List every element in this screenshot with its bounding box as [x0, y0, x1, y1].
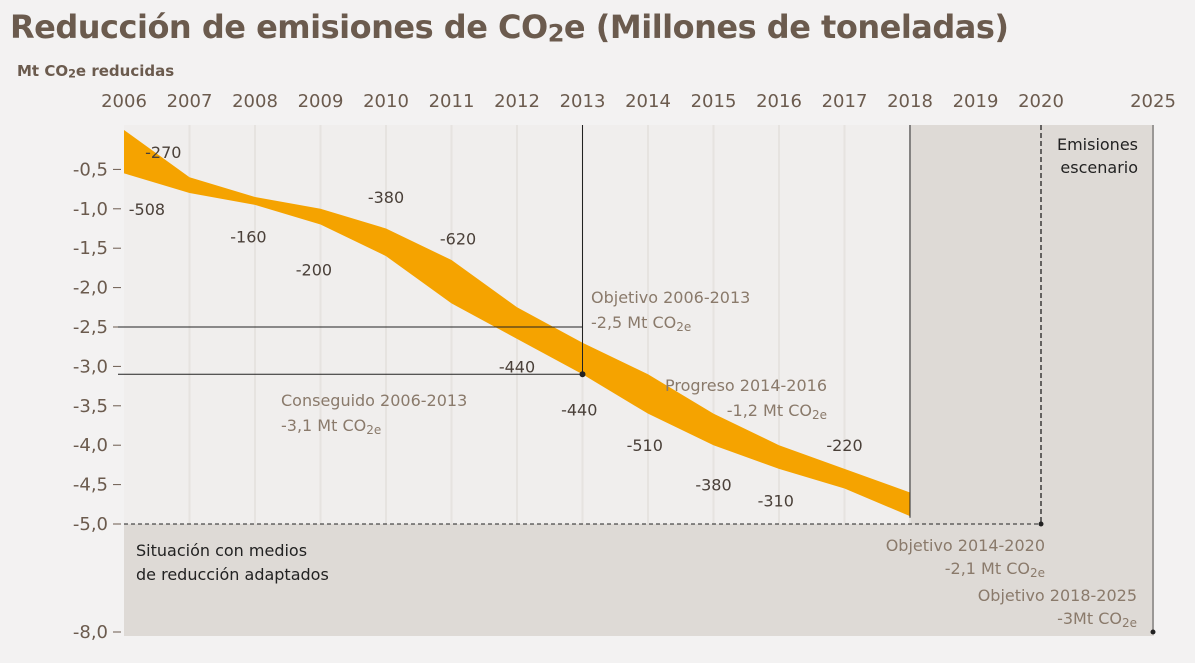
x-tick-label: 2007: [167, 91, 213, 112]
annotation-objetivo-2013-title: Objetivo 2006-2013: [591, 288, 750, 307]
annotation-progreso-title: Progreso 2014-2016: [665, 376, 827, 395]
y-tick-label: -3,5: [73, 396, 108, 417]
x-tick-label: 2009: [298, 91, 344, 112]
x-tick-label: 2014: [625, 91, 671, 112]
shaded-adapted-area: [124, 524, 1154, 636]
annotation-objetivo-2025-value: -3Mt CO2e: [1057, 609, 1137, 630]
annotation-escenario-line1: Emisiones: [1057, 135, 1138, 154]
x-tick-label: 2025: [1130, 91, 1176, 112]
conseguido-2013-dot: [579, 371, 586, 378]
y-axis-unit-label: Mt CO2e reducidas: [17, 62, 175, 81]
x-tick-label: 2011: [429, 91, 475, 112]
y-tick-label: -2,0: [73, 278, 108, 299]
delta-label: -380: [368, 188, 404, 207]
annotation-conseguido-title: Conseguido 2006-2013: [281, 391, 467, 410]
reduction-band: [124, 130, 910, 517]
delta-label: -508: [129, 200, 165, 219]
x-tick-label: 2020: [1018, 91, 1064, 112]
annotation-objetivo-2020-value: -2,1 Mt CO2e: [945, 559, 1045, 580]
chart-title: Reducción de emisiones de CO2e (Millones…: [10, 8, 1009, 48]
x-tick-label: 2010: [363, 91, 409, 112]
annotation-escenario-line2: escenario: [1060, 158, 1138, 177]
y-tick-label: -1,5: [73, 238, 108, 259]
y-tick-label: -3,0: [73, 356, 108, 377]
x-tick-label: 2012: [494, 91, 540, 112]
delta-label: -270: [145, 143, 181, 162]
delta-label: -160: [230, 227, 266, 246]
delta-label: -440: [561, 401, 597, 420]
x-tick-label: 2015: [691, 91, 737, 112]
objetivo-2025-dot: [1150, 629, 1156, 635]
objetivo-2020-dot: [1038, 521, 1044, 527]
annotation-situacion-line1: Situación con medios: [136, 541, 307, 560]
annotation-situacion-line2: de reducción adaptados: [136, 565, 329, 584]
y-tick-label: -1,0: [73, 199, 108, 220]
annotation-objetivo-2020-title: Objetivo 2014-2020: [886, 536, 1045, 555]
delta-label: -380: [695, 476, 731, 495]
annotation-objetivo-2013-value: -2,5 Mt CO2e: [591, 313, 691, 334]
x-tick-label: 2013: [560, 91, 606, 112]
y-tick-label: -4,0: [73, 435, 108, 456]
delta-label: -510: [627, 436, 663, 455]
delta-label: -440: [499, 357, 535, 376]
delta-label: -200: [296, 260, 332, 279]
x-tick-label: 2016: [756, 91, 802, 112]
delta-label: -220: [826, 436, 862, 455]
x-tick-label: 2017: [822, 91, 868, 112]
x-tick-label: 2018: [887, 91, 933, 112]
shaded-scenario-area: [909, 125, 1154, 524]
y-tick-label: -2,5: [73, 317, 108, 338]
x-tick-label: 2008: [232, 91, 278, 112]
y-tick-label: -4,5: [73, 475, 108, 496]
y-tick-label: -8,0: [73, 622, 108, 643]
annotation-progreso-value: -1,2 Mt CO2e: [727, 401, 827, 422]
annotation-conseguido-value: -3,1 Mt CO2e: [281, 416, 381, 437]
x-tick-label: 2019: [953, 91, 999, 112]
annotation-objetivo-2025-title: Objetivo 2018-2025: [978, 586, 1137, 605]
x-tick-label: 2006: [101, 91, 147, 112]
delta-label: -620: [440, 230, 476, 249]
y-tick-label: -5,0: [73, 514, 108, 535]
delta-label: -310: [758, 491, 794, 510]
y-tick-label: -0,5: [73, 159, 108, 180]
